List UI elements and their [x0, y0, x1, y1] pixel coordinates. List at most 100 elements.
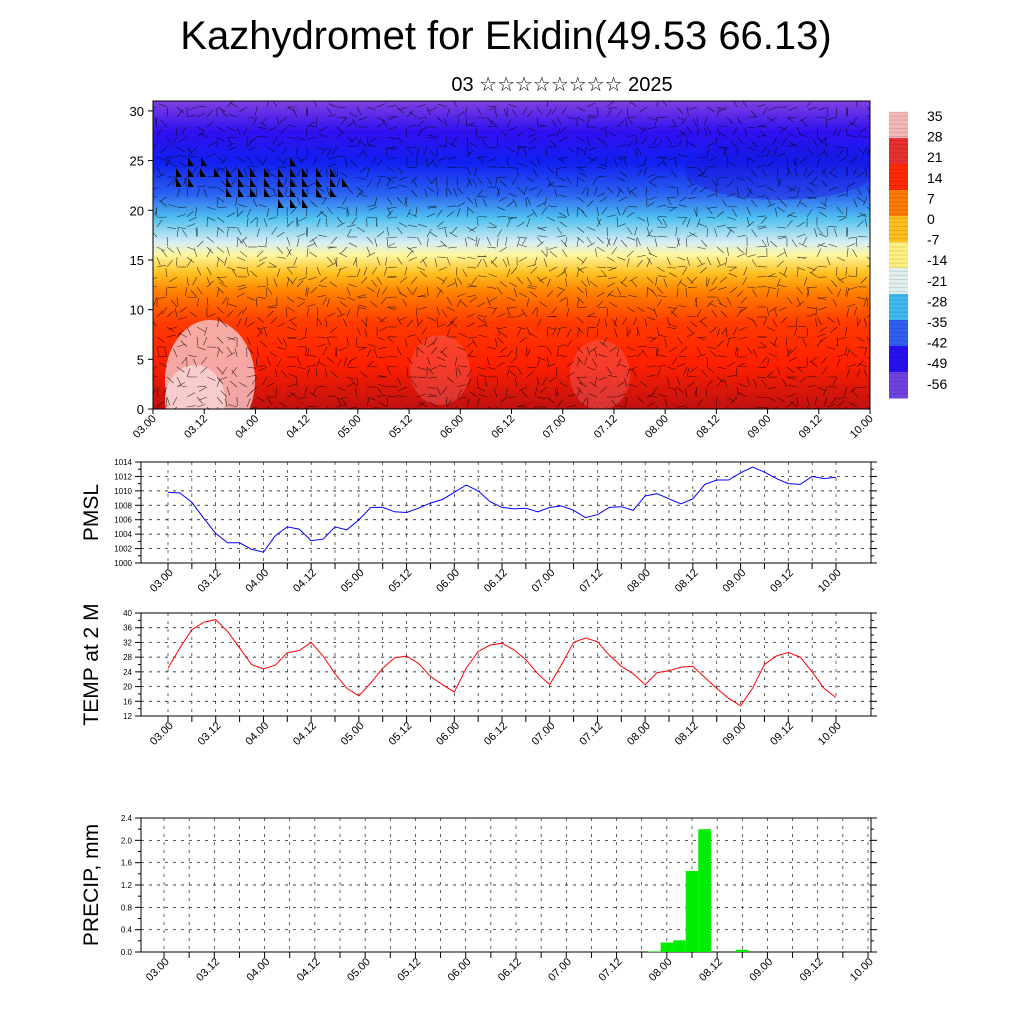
x-tick-label: 06.00: [446, 956, 474, 984]
x-tick-label: 09.12: [768, 720, 796, 748]
y-tick-label: 1014: [114, 458, 132, 467]
x-tick-label: 06.12: [496, 956, 524, 984]
x-tick-label: 10.00: [816, 720, 844, 748]
colorbar-label: -21: [927, 273, 947, 289]
x-tick-label: 08.00: [625, 567, 653, 595]
colorbar-label: -35: [927, 314, 947, 330]
colorbar-label: 0: [927, 211, 935, 227]
precip-bar: [698, 829, 711, 952]
y-tick-label: 20: [130, 203, 144, 218]
x-tick-label: 07.00: [530, 567, 558, 595]
x-tick-label: 09.00: [720, 567, 748, 595]
x-tick-label: 04.12: [291, 567, 319, 595]
y-tick-label: 15: [130, 253, 144, 268]
y-axis-label: PMSL: [80, 484, 103, 541]
x-tick-label: 03.00: [148, 720, 176, 748]
y-tick-label: 1004: [114, 530, 132, 539]
y-tick-label: 1002: [114, 545, 132, 554]
x-tick-label: 07.12: [596, 956, 624, 984]
x-tick-label: 08.12: [673, 720, 701, 748]
x-tick-label: 03.12: [196, 720, 224, 748]
x-tick-label: 09.12: [797, 413, 825, 441]
x-tick-label: 04.00: [233, 413, 261, 441]
y-tick-label: 28: [123, 653, 132, 662]
x-tick-label: 04.00: [243, 720, 271, 748]
y-tick-label: 0: [137, 402, 144, 417]
y-tick-label: 0.0: [121, 948, 133, 957]
y-tick-label: 1.2: [121, 881, 133, 890]
warm-anomaly: [570, 340, 630, 410]
x-tick-label: 03.00: [144, 956, 172, 984]
x-tick-label: 04.00: [244, 956, 272, 984]
colorbar-label: 14: [927, 170, 943, 186]
x-tick-label: 03.12: [196, 567, 224, 595]
precip-bar: [736, 950, 749, 952]
colorbar-label: -14: [927, 252, 947, 268]
precip-bar: [648, 951, 661, 952]
x-tick-label: 03.12: [194, 956, 222, 984]
y-tick-label: 1008: [114, 501, 132, 510]
y-tick-label: 1.6: [121, 859, 133, 868]
warm-anomaly: [410, 335, 470, 405]
x-tick-label: 05.12: [387, 413, 415, 441]
y-tick-label: 20: [123, 683, 132, 692]
colorbar-label: 7: [927, 190, 935, 206]
colorbar-label: -7: [927, 232, 940, 248]
x-tick-label: 08.00: [625, 720, 653, 748]
x-tick-label: 04.12: [285, 413, 313, 441]
x-tick-label: 08.12: [673, 567, 701, 595]
colorbar-label: -28: [927, 293, 947, 309]
x-tick-label: 08.00: [643, 413, 671, 441]
x-tick-label: 09.00: [745, 413, 773, 441]
precip-bar: [661, 943, 674, 953]
x-tick-label: 07.00: [530, 720, 558, 748]
y-tick-label: 5: [137, 352, 144, 367]
y-tick-label: 30: [130, 104, 144, 119]
y-tick-label: 2.4: [121, 814, 133, 823]
x-tick-label: 06.00: [438, 413, 466, 441]
y-axis-label: PRECIP, mm: [80, 824, 103, 946]
x-tick-label: 06.12: [489, 413, 517, 441]
x-tick-label: 06.12: [482, 567, 510, 595]
x-tick-label: 09.00: [720, 720, 748, 748]
precip-bar: [673, 940, 686, 952]
x-tick-label: 10.00: [848, 956, 876, 984]
x-tick-label: 04.00: [243, 567, 271, 595]
x-tick-label: 07.12: [577, 720, 605, 748]
x-tick-label: 05.12: [395, 956, 423, 984]
y-tick-label: 2.0: [121, 836, 133, 845]
colorbar-label: -49: [927, 355, 947, 371]
x-tick-label: 06.12: [482, 720, 510, 748]
x-tick-label: 04.12: [291, 720, 319, 748]
y-tick-label: 16: [123, 697, 132, 706]
colorbar-segment: [889, 346, 908, 373]
colorbar-segment: [889, 268, 908, 295]
x-tick-label: 08.00: [647, 956, 675, 984]
x-tick-label: 04.12: [295, 956, 323, 984]
panel-frame: [141, 818, 871, 952]
y-tick-label: 40: [123, 609, 132, 618]
y-tick-label: 10: [130, 303, 144, 318]
x-tick-label: 05.00: [339, 720, 367, 748]
x-tick-label: 05.00: [339, 567, 367, 595]
y-axis-label: TEMP at 2 M: [80, 603, 103, 725]
y-tick-label: 1012: [114, 472, 132, 481]
x-tick-label: 10.00: [848, 413, 876, 441]
y-tick-label: 12: [123, 712, 132, 721]
x-tick-label: 09.12: [798, 956, 826, 984]
y-tick-label: 32: [123, 638, 132, 647]
y-tick-label: 24: [123, 668, 132, 677]
x-tick-label: 05.12: [386, 720, 414, 748]
x-tick-label: 07.00: [541, 413, 569, 441]
colorbar-label: 35: [927, 108, 943, 124]
panel-frame: [141, 462, 871, 563]
x-tick-label: 07.00: [546, 956, 574, 984]
chart-subtitle: 03 ☆☆☆☆☆☆☆☆ 2025: [0, 72, 1024, 97]
x-tick-label: 08.12: [694, 413, 722, 441]
y-tick-label: 0.8: [121, 903, 133, 912]
x-tick-label: 10.00: [816, 567, 844, 595]
